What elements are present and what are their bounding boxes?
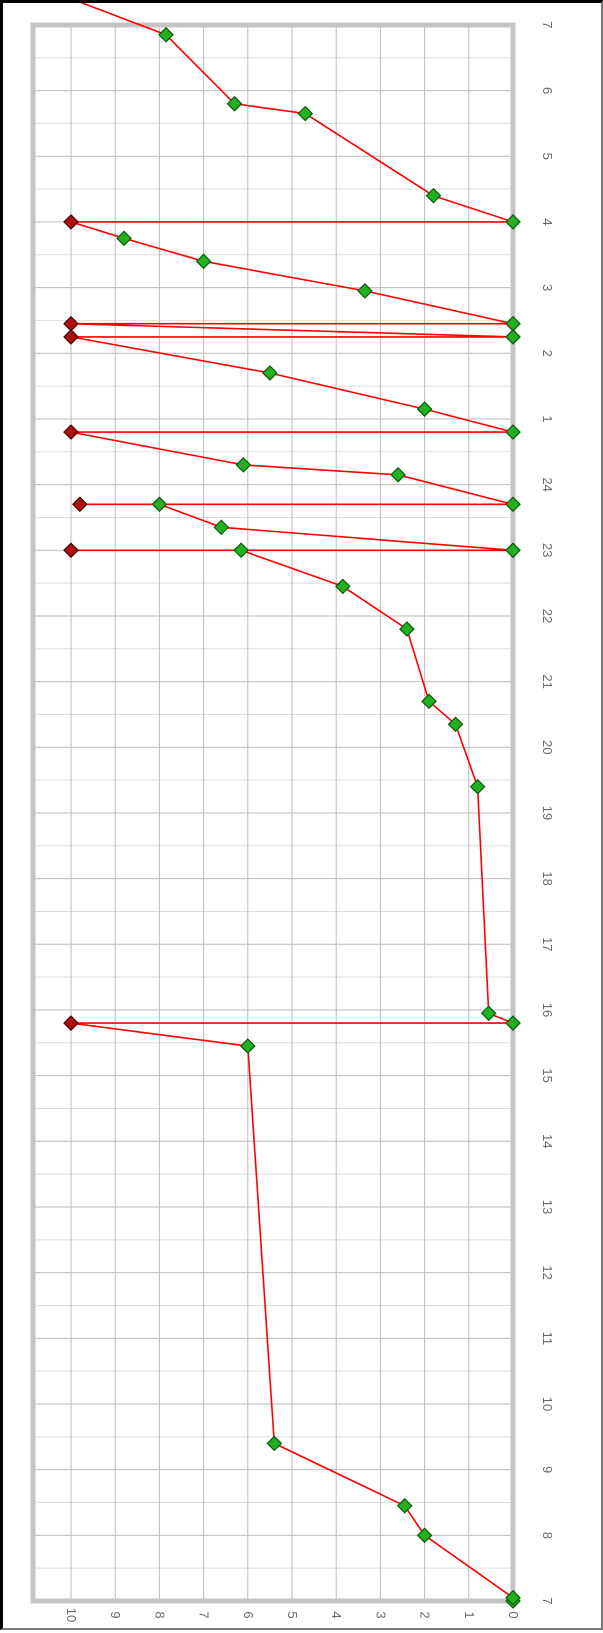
- y-tick-label: 8: [152, 1611, 167, 1618]
- y-tick-label: 6: [241, 1611, 256, 1618]
- y-tick-label: 4: [329, 1611, 344, 1618]
- x-tick-label: 11: [540, 1332, 555, 1346]
- data-point: [233, 542, 250, 559]
- data-point: [390, 466, 406, 483]
- y-axis-tick-labels: 0 1 2 3 4 5 6 7 8 9 10: [64, 1608, 521, 1622]
- x-tick-label: 21: [540, 674, 555, 688]
- x-tick-label: 10: [540, 1397, 555, 1411]
- x-tick-label: 5: [540, 153, 555, 160]
- x-tick-label: 8: [540, 1532, 555, 1539]
- data-point: [480, 1005, 497, 1022]
- data-point: [505, 1589, 521, 1606]
- data-point: [505, 214, 521, 230]
- y-tick-label: 7: [197, 1611, 212, 1618]
- line-chart: 7891011121314151617181920212223241234567…: [30, 3, 555, 1622]
- data-point: [447, 716, 464, 733]
- data-point: [425, 187, 442, 204]
- data-point: [262, 365, 278, 381]
- data-markers: [63, 26, 521, 1609]
- data-point: [505, 1015, 521, 1031]
- y-tick-label: 3: [373, 1611, 388, 1618]
- x-tick-label: 9: [540, 1466, 555, 1473]
- x-tick-label: 20: [540, 740, 555, 754]
- data-point: [421, 693, 437, 710]
- data-point: [158, 26, 174, 43]
- x-tick-label: 19: [540, 806, 555, 820]
- data-point: [297, 105, 314, 122]
- y-tick-label: 10: [64, 1608, 79, 1622]
- x-tick-label: 13: [540, 1200, 555, 1214]
- x-tick-label: 23: [540, 543, 555, 557]
- y-tick-label: 9: [108, 1611, 123, 1618]
- x-tick-label: 18: [540, 871, 555, 885]
- data-point: [469, 778, 486, 795]
- data-point: [213, 519, 230, 536]
- data-point: [505, 315, 521, 332]
- x-tick-label: 6: [540, 87, 555, 94]
- grid: [33, 24, 514, 1602]
- data-point: [416, 1527, 433, 1544]
- x-tick-label: 15: [540, 1068, 555, 1082]
- data-point: [266, 1435, 283, 1452]
- y-tick-label: 2: [418, 1611, 433, 1618]
- data-point: [334, 578, 351, 595]
- data-point: [399, 621, 415, 637]
- data-point-max: [63, 424, 79, 440]
- x-tick-label: 3: [540, 284, 555, 291]
- data-point: [505, 496, 521, 513]
- plot-border: [30, 22, 516, 1604]
- x-tick-label: 1: [540, 415, 555, 422]
- x-tick-label: 4: [540, 218, 555, 225]
- plot-area-border: [30, 22, 516, 1604]
- data-point: [505, 542, 521, 559]
- y-tick-label: 5: [285, 1611, 300, 1618]
- data-point: [239, 1038, 256, 1054]
- data-point-max: [63, 329, 79, 345]
- x-tick-label: 17: [540, 937, 555, 951]
- data-point: [226, 95, 243, 112]
- data-point: [235, 457, 252, 473]
- x-tick-label: 14: [540, 1134, 555, 1148]
- data-point: [505, 329, 521, 345]
- data-point: [505, 424, 521, 440]
- y-tick-label: 1: [462, 1611, 477, 1618]
- data-point-max: [63, 315, 79, 332]
- x-tick-label: 7: [540, 1597, 555, 1604]
- x-tick-label: 24: [540, 477, 555, 491]
- x-tick-label: 7: [540, 21, 555, 28]
- x-tick-label: 2: [540, 350, 555, 357]
- x-tick-label: 12: [540, 1265, 555, 1279]
- y-tick-label: 0: [506, 1611, 521, 1618]
- x-tick-label: 22: [540, 609, 555, 623]
- data-point-max: [63, 214, 79, 230]
- data-point: [116, 230, 132, 247]
- data-point-max: [63, 1015, 79, 1031]
- data-point: [151, 496, 168, 513]
- data-point: [357, 283, 373, 299]
- x-tick-label: 16: [540, 1003, 555, 1017]
- data-point: [416, 401, 433, 417]
- data-point: [396, 1497, 413, 1514]
- data-point: [195, 253, 212, 270]
- data-point-max: [63, 542, 79, 559]
- data-point-max: [71, 496, 88, 513]
